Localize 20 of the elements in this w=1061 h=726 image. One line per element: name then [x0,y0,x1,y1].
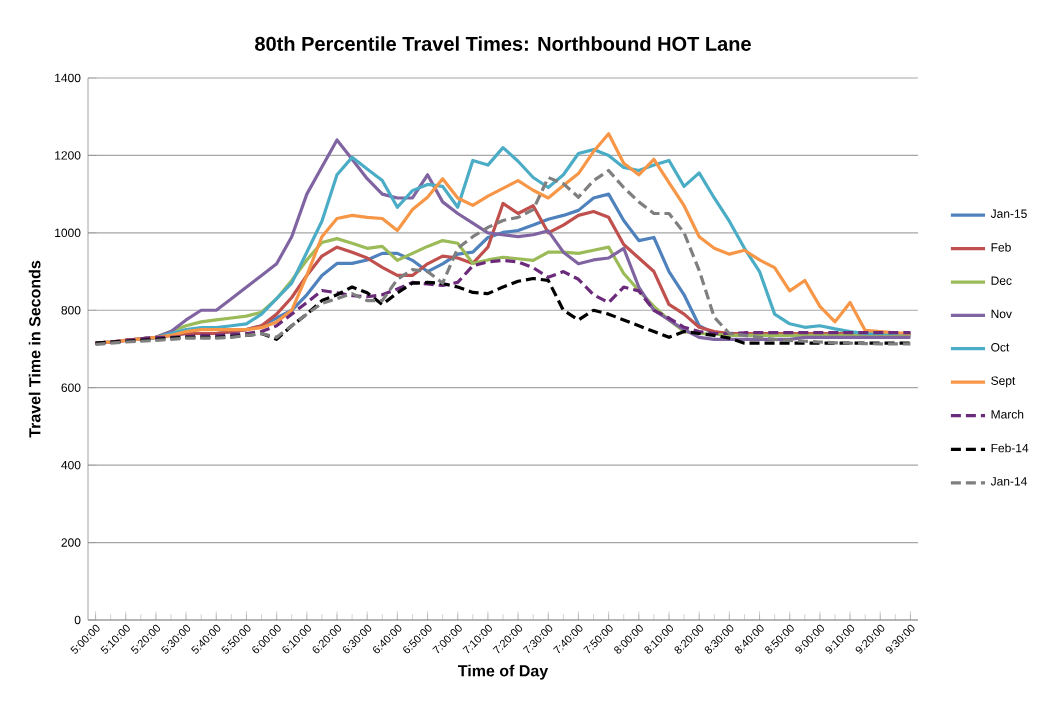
y-tick-label: 400 [61,460,81,470]
legend-label: Feb [991,242,1011,252]
legend-label: Feb-14 [991,443,1029,453]
y-tick-label: 800 [61,306,81,315]
y-tick-label: 0 [74,615,81,625]
x-axis-title: Time of Day [457,664,549,680]
legend-label: Sept [991,376,1016,388]
legend-label: Jan-14 [990,477,1027,486]
y-tick-label: 1400 [55,73,81,83]
legend-label: Oct [991,343,1010,352]
legend-label: Nov [991,309,1012,319]
chart-title: 80th Percentile Travel Times: Northbound HOT Lane [255,36,751,51]
y-tick-label: 600 [61,383,81,392]
legend-label: Dec [991,276,1012,285]
y-tick-label: 1000 [55,228,81,238]
y-tick-label: 1200 [55,151,81,160]
legend-label: Jan-15 [990,209,1027,218]
y-tick-label: 200 [61,538,81,547]
y-axis-title: Travel Time in Seconds [28,260,41,438]
legend-label: March [991,409,1024,419]
